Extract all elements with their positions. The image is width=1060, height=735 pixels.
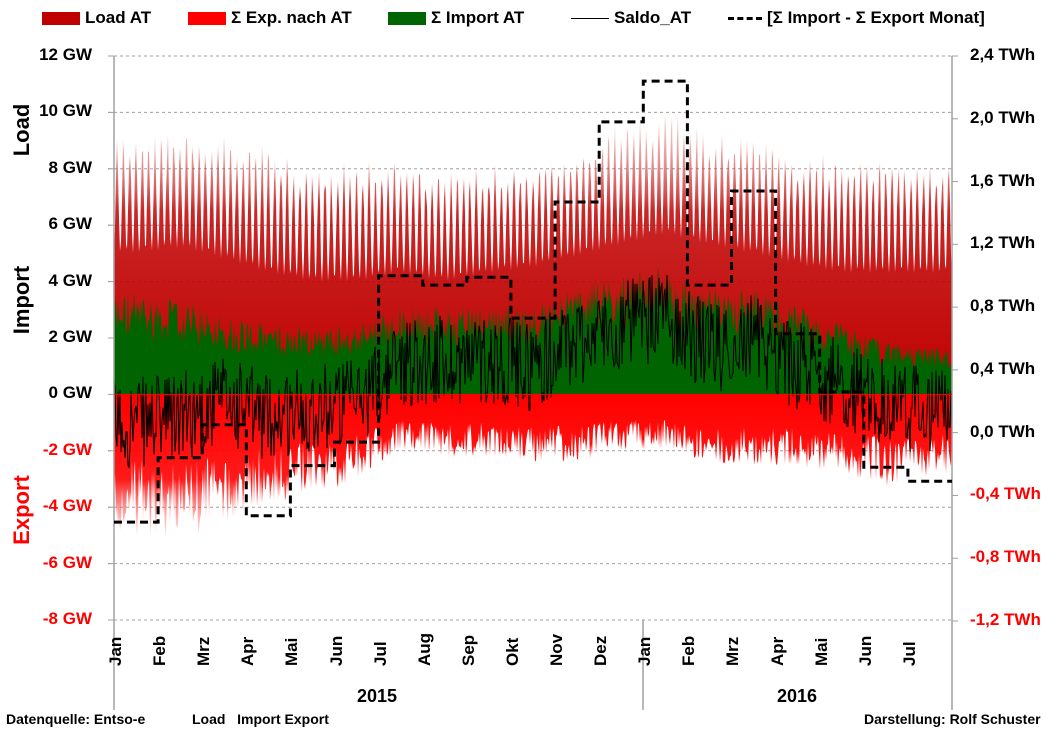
legend: Load AT Σ Exp. nach AT Σ Import AT Saldo… xyxy=(0,6,1060,32)
x-month-label: Feb xyxy=(150,635,170,666)
saldo-line-series xyxy=(113,275,953,469)
x-month-label: Jan xyxy=(106,636,125,666)
legend-swatch-import xyxy=(388,11,426,25)
export-area-series xyxy=(114,394,952,537)
y-right-tick-label: 0,0 TWh xyxy=(970,421,1036,441)
y-left-tick-label: -4 GW xyxy=(42,496,92,516)
x-month-label: Jul xyxy=(370,641,390,666)
y-right-tick-label: -0,8 TWh xyxy=(970,547,1041,567)
x-month-label: Apr xyxy=(238,636,258,666)
y-right-tick-label: 2,4 TWh xyxy=(970,45,1036,64)
year-label-2015: 2015 xyxy=(357,686,398,706)
legend-label-saldo: Saldo_AT xyxy=(614,8,692,27)
y-right-tick-label: -1,2 TWh xyxy=(970,610,1041,629)
x-month-label: Mai xyxy=(282,637,302,666)
legend-swatch-saldo xyxy=(571,17,609,19)
x-month-label: Mrz xyxy=(194,636,214,666)
legend-label-import: Σ Import AT xyxy=(431,8,525,27)
footer-source: Datenquelle: Entso-e xyxy=(6,711,146,727)
footer-keywords: Load Import Export xyxy=(192,711,329,727)
y-left-tick-label: 0 GW xyxy=(48,383,92,403)
y-left-tick-label: -6 GW xyxy=(42,552,92,572)
y-left-tick-label: 6 GW xyxy=(48,214,92,234)
x-month-label: Apr xyxy=(767,636,787,666)
x-month-label: Mai xyxy=(811,637,831,666)
saldo-line xyxy=(113,275,953,469)
y-left-tick-label: 10 GW xyxy=(39,101,92,121)
x-month-label: Nov xyxy=(547,633,567,666)
legend-label-monthly: [Σ Import - Σ Export Monat] xyxy=(767,8,985,27)
y-right-tick-label: 1,2 TWh xyxy=(970,233,1036,253)
legend-swatch-export xyxy=(188,11,226,25)
x-month-label: Dez xyxy=(591,635,611,666)
footer-author: Darstellung: Rolf Schuster xyxy=(864,711,1041,727)
y-left-tick-label: -2 GW xyxy=(42,439,92,459)
x-month-label: Feb xyxy=(679,635,699,666)
x-month-label: Jun xyxy=(326,635,346,666)
legend-item-export: Σ Exp. nach AT xyxy=(188,8,352,28)
monthly-balance-step-line xyxy=(114,79,952,524)
legend-label-load: Load AT xyxy=(85,8,152,27)
legend-item-load: Load AT xyxy=(42,8,151,28)
y-right-tick-label: 1,6 TWh xyxy=(970,170,1036,190)
legend-item-saldo: Saldo_AT xyxy=(571,8,691,28)
y-left-tick-label: 4 GW xyxy=(48,270,92,290)
legend-swatch-monthly xyxy=(728,16,762,20)
y-left-tick-label: 2 GW xyxy=(48,327,92,346)
y-left-tick-label: -8 GW xyxy=(42,609,92,628)
x-month-label: Jan xyxy=(635,636,655,666)
axes xyxy=(108,55,958,710)
y-right-tick-label: 0,4 TWh xyxy=(970,358,1036,378)
x-month-label: Jun xyxy=(855,635,875,666)
monthly-balance-line xyxy=(114,79,952,524)
legend-item-monthly: [Σ Import - Σ Export Monat] xyxy=(728,8,985,28)
y-right-tick-label: 2,0 TWh xyxy=(970,107,1036,127)
y-left-tick-label: 8 GW xyxy=(48,157,92,177)
export-area xyxy=(114,394,952,537)
x-month-label: Okt xyxy=(502,637,522,666)
x-month-label: Sep xyxy=(458,634,478,666)
legend-item-import: Σ Import AT xyxy=(388,8,524,28)
y-right-tick-label: -0,4 TWh xyxy=(970,484,1041,504)
year-label-2016: 2016 xyxy=(777,686,818,706)
legend-swatch-load xyxy=(42,11,80,25)
x-month-label: Aug xyxy=(414,632,434,666)
x-month-label: Mrz xyxy=(723,636,743,666)
legend-label-export: Σ Exp. nach AT xyxy=(231,8,352,27)
y-left-tick-label: 12 GW xyxy=(39,45,92,64)
x-month-label: Jul xyxy=(899,641,919,666)
y-right-tick-label: 0,8 TWh xyxy=(970,296,1036,316)
